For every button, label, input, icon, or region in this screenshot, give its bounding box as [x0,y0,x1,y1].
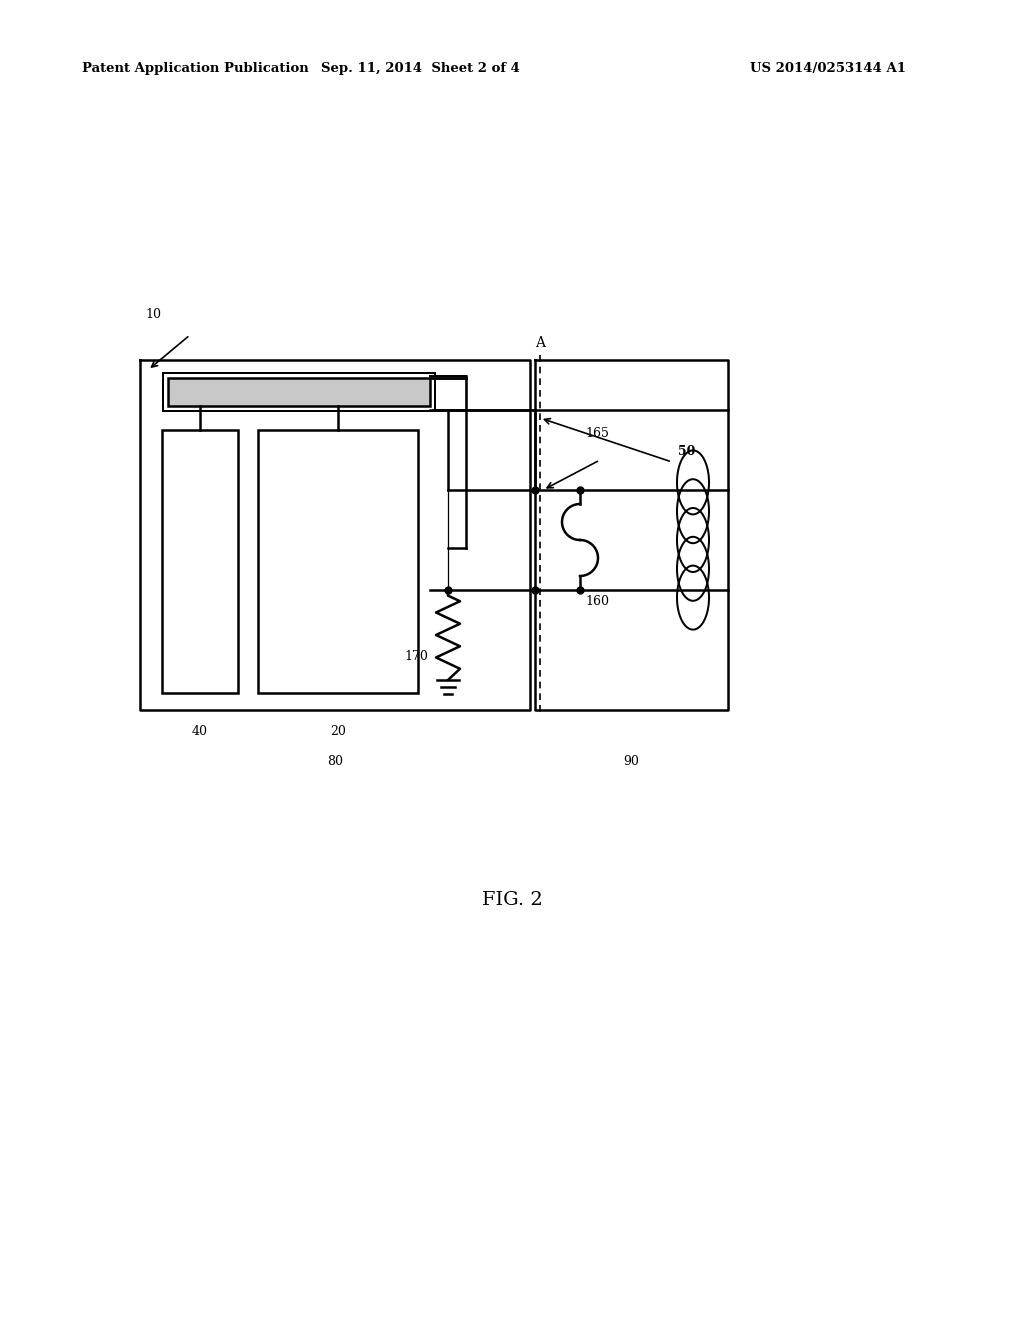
Text: 80: 80 [327,755,343,768]
Text: 40: 40 [193,725,208,738]
Bar [168,378,430,407]
Text: FIG. 2: FIG. 2 [481,891,543,909]
Text: 165: 165 [585,426,609,440]
Text: 10: 10 [145,308,161,321]
Text: 50: 50 [678,445,695,458]
Text: A: A [535,337,545,350]
Bar [163,374,435,411]
Bar [258,430,418,693]
Text: 170: 170 [404,649,428,663]
Text: Sep. 11, 2014  Sheet 2 of 4: Sep. 11, 2014 Sheet 2 of 4 [321,62,519,75]
Text: 90: 90 [624,755,639,768]
Text: 160: 160 [585,595,609,609]
Text: Patent Application Publication: Patent Application Publication [82,62,309,75]
Bar [162,430,238,693]
Text: 20: 20 [330,725,346,738]
Text: US 2014/0253144 A1: US 2014/0253144 A1 [750,62,906,75]
